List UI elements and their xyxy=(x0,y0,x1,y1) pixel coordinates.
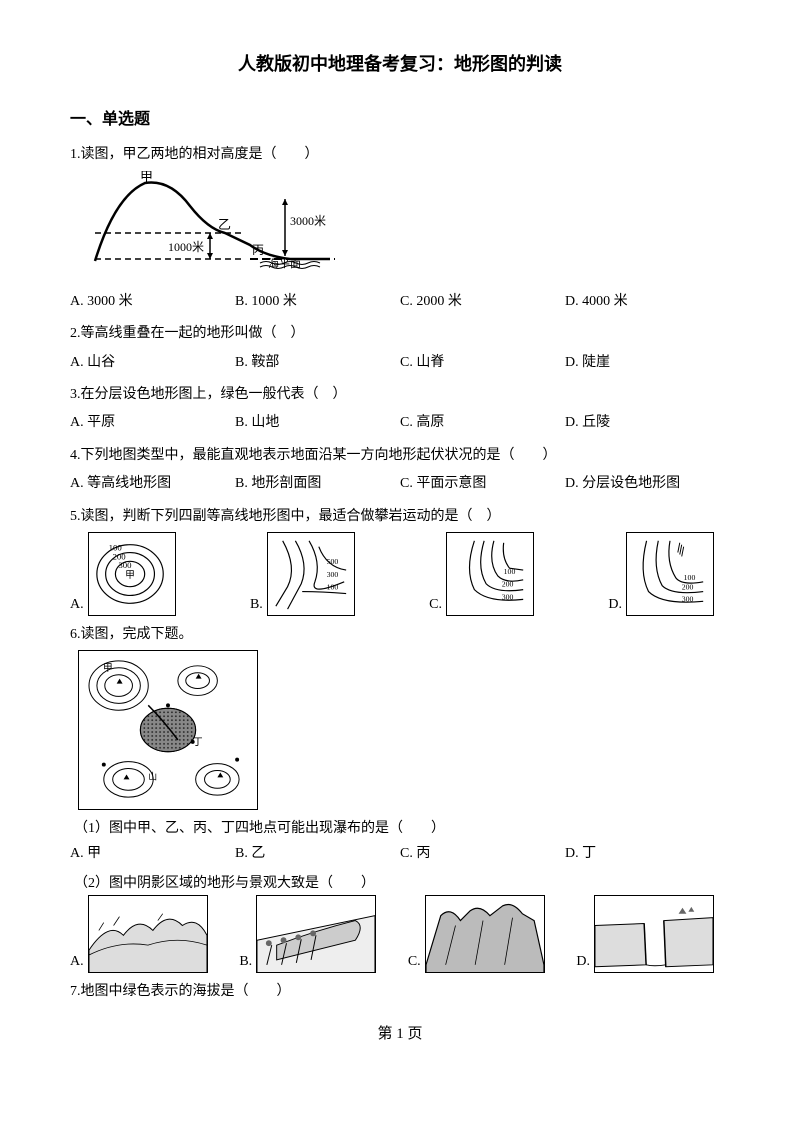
question-7: 7.地图中绿色表示的海拔是（ ） xyxy=(70,981,730,1003)
q6s1-opt-c: C. 丙 xyxy=(400,841,565,867)
svg-text:甲: 甲 xyxy=(125,570,135,581)
q2-opt-b: B. 鞍部 xyxy=(235,350,400,376)
q6-sub1: （1）图中甲、乙、丙、丁四地点可能出现瀑布的是（ ） xyxy=(74,818,730,840)
svg-text:200: 200 xyxy=(502,580,514,589)
q4-opt-c: C. 平面示意图 xyxy=(400,471,565,497)
question-3: 3.在分层设色地形图上，绿色一般代表（ ） A. 平原 B. 山地 C. 高原 … xyxy=(70,384,730,437)
question-1: 1.读图，甲乙两地的相对高度是（ ） 甲 乙 丙 3000米 1000米 海平面… xyxy=(70,144,730,315)
svg-text:300: 300 xyxy=(682,594,694,603)
question-6: 6.读图，完成下题。 甲 丁 山 （1）图中甲、乙、丙、丁四地点可能出现 xyxy=(70,624,730,974)
q1-opt-a: A. 3000 米 xyxy=(70,289,235,315)
q6-sub2: （2）图中阴影区域的地形与景观大致是（ ） xyxy=(74,873,730,895)
q6s1-opt-a: A. 甲 xyxy=(70,841,235,867)
q3-opt-b: B. 山地 xyxy=(235,410,400,436)
svg-text:3000米: 3000米 xyxy=(290,214,326,228)
q2-opt-d: D. 陡崖 xyxy=(565,350,730,376)
svg-text:丙: 丙 xyxy=(252,243,264,257)
q6s2-opt-d: D. xyxy=(576,895,730,973)
q2-opt-a: A. 山谷 xyxy=(70,350,235,376)
question-2: 2.等高线重叠在一起的地形叫做（ ） A. 山谷 B. 鞍部 C. 山脊 D. … xyxy=(70,323,730,376)
svg-text:200: 200 xyxy=(682,583,694,592)
page-number: 第 1 页 xyxy=(70,1022,730,1046)
q7-text: 7.地图中绿色表示的海拔是（ ） xyxy=(70,981,730,1003)
q4-opt-b: B. 地形剖面图 xyxy=(235,471,400,497)
q6s1-opt-d: D. 丁 xyxy=(565,841,730,867)
svg-text:甲: 甲 xyxy=(140,171,153,184)
q3-opt-d: D. 丘陵 xyxy=(565,410,730,436)
svg-text:300: 300 xyxy=(502,592,514,601)
svg-text:100: 100 xyxy=(684,573,696,582)
section-header: 一、单选题 xyxy=(70,107,730,133)
q5-opt-a: A. 100 200 300 甲 xyxy=(70,532,192,616)
svg-text:山: 山 xyxy=(148,772,157,782)
svg-text:500: 500 xyxy=(326,557,338,566)
q3-opt-a: A. 平原 xyxy=(70,410,235,436)
svg-text:甲: 甲 xyxy=(103,663,113,674)
q1-opt-c: C. 2000 米 xyxy=(400,289,565,315)
q5-text: 5.读图，判断下列四副等高线地形图中，最适合做攀岩运动的是（ ） xyxy=(70,506,730,528)
svg-text:300: 300 xyxy=(118,560,132,570)
q2-opt-c: C. 山脊 xyxy=(400,350,565,376)
q6-text: 6.读图，完成下题。 xyxy=(70,624,730,646)
q6-map: 甲 丁 山 xyxy=(78,650,258,810)
q6s2-opt-a: A. xyxy=(70,895,224,973)
question-5: 5.读图，判断下列四副等高线地形图中，最适合做攀岩运动的是（ ） A. 100 … xyxy=(70,506,730,616)
q5-opt-d: D. 100 200 300 xyxy=(608,532,730,616)
q3-opt-c: C. 高原 xyxy=(400,410,565,436)
q1-opt-d: D. 4000 米 xyxy=(565,289,730,315)
svg-text:100: 100 xyxy=(326,583,338,592)
q1-opt-b: B. 1000 米 xyxy=(235,289,400,315)
svg-text:1000米: 1000米 xyxy=(168,240,204,254)
q4-opt-a: A. 等高线地形图 xyxy=(70,471,235,497)
q3-text: 3.在分层设色地形图上，绿色一般代表（ ） xyxy=(70,384,730,406)
svg-text:300: 300 xyxy=(326,570,338,579)
svg-text:乙: 乙 xyxy=(218,217,231,232)
q5-opt-b: B. 500 300 100 xyxy=(250,532,371,616)
q6s1-opt-b: B. 乙 xyxy=(235,841,400,867)
q4-text: 4.下列地图类型中，最能直观地表示地面沿某一方向地形起伏状况的是（ ） xyxy=(70,445,730,467)
q5-opt-c: C. 100 200 300 xyxy=(429,532,550,616)
q1-figure: 甲 乙 丙 3000米 1000米 海平面 xyxy=(90,171,340,281)
q6s2-opt-c: C. xyxy=(408,895,561,973)
question-4: 4.下列地图类型中，最能直观地表示地面沿某一方向地形起伏状况的是（ ） A. 等… xyxy=(70,445,730,498)
q6s2-opt-b: B. xyxy=(239,895,392,973)
document-title: 人教版初中地理备考复习：地形图的判读 xyxy=(70,50,730,79)
svg-text:100: 100 xyxy=(504,567,516,576)
q4-opt-d: D. 分层设色地形图 xyxy=(565,471,730,497)
q1-text: 1.读图，甲乙两地的相对高度是（ ） xyxy=(70,144,730,166)
q2-text: 2.等高线重叠在一起的地形叫做（ ） xyxy=(70,323,730,345)
